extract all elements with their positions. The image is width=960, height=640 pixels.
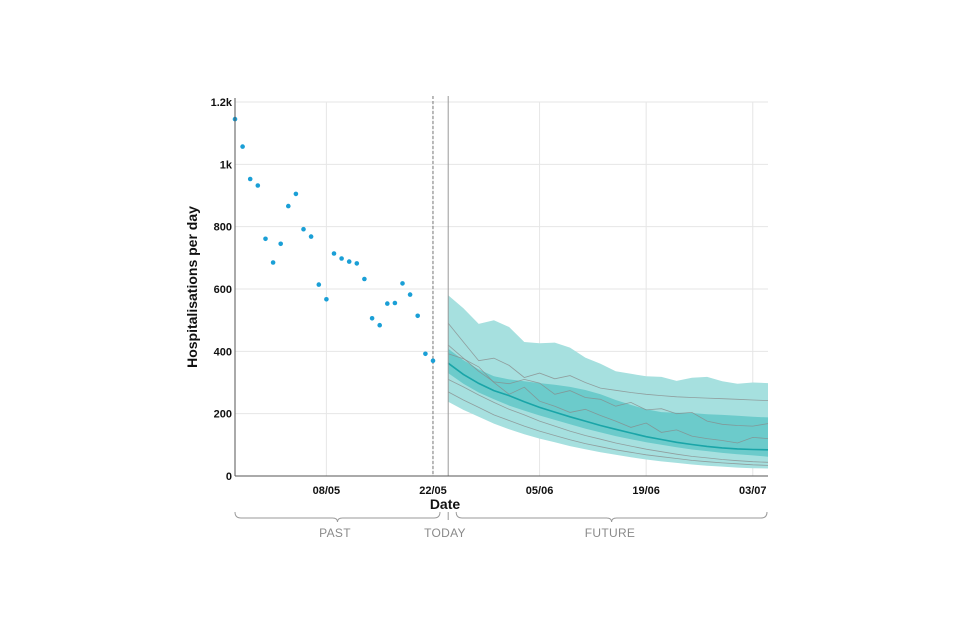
y-tick-label: 0 — [226, 471, 232, 483]
observed-point — [324, 297, 329, 302]
observed-point — [286, 203, 291, 209]
observed-point — [263, 236, 268, 242]
observed-point — [247, 176, 253, 182]
x-tick-label: 08/05 — [313, 485, 341, 497]
observed-point — [369, 316, 375, 321]
observed-point — [407, 292, 413, 297]
today-label: TODAY — [424, 526, 466, 540]
observed-point — [346, 259, 352, 264]
forecast-median-line — [447, 362, 769, 451]
observed-point — [415, 313, 421, 319]
observed-point — [430, 358, 436, 364]
forecast-sample-line — [448, 353, 769, 444]
observed-point — [331, 251, 337, 256]
x-tick-label: 03/07 — [739, 485, 767, 497]
observed-point — [392, 300, 398, 306]
y-tick-label: 1.2k — [211, 97, 233, 109]
observed-point — [362, 276, 367, 282]
observed-point — [278, 241, 284, 247]
observed-point — [301, 226, 306, 232]
y-tick-label: 800 — [214, 222, 232, 234]
future-bracket — [455, 511, 768, 523]
observed-point — [240, 144, 245, 149]
x-tick-label: 19/06 — [632, 485, 660, 497]
observed-point — [385, 301, 390, 306]
x-axis-title: Date — [430, 496, 461, 512]
forecast-sample-line — [448, 379, 769, 463]
past-bracket — [234, 511, 441, 523]
y-tick-label: 600 — [214, 284, 232, 296]
observed-point — [423, 351, 428, 357]
observed-points — [232, 116, 436, 364]
x-tick-label: 05/06 — [526, 485, 554, 497]
observed-point — [354, 261, 360, 266]
forecast-median — [447, 362, 769, 451]
x-tick-label: 22/05 — [419, 485, 447, 497]
period-brackets — [234, 511, 768, 523]
y-tick-label: 400 — [214, 346, 232, 358]
observed-point — [339, 256, 344, 261]
axes: 0 200 400 600 800 1k 1.2k 08/05 22/05 05/06 19/06 0… — [211, 97, 768, 497]
past-label: PAST — [319, 526, 351, 540]
observed-point — [270, 260, 276, 265]
date-markers — [432, 96, 449, 476]
y-tick-label: 1k — [220, 159, 233, 171]
forecast-sample-line — [447, 323, 769, 401]
observed-point — [293, 191, 299, 197]
observed-point — [308, 234, 314, 239]
observed-point — [377, 322, 383, 328]
forecast-sample-lines — [447, 323, 769, 466]
observed-point — [316, 282, 322, 287]
y-tick-label: 200 — [214, 409, 232, 421]
observed-point — [400, 281, 405, 286]
y-axis-title: Hospitalisations per day — [184, 206, 200, 368]
future-label: FUTURE — [585, 526, 635, 540]
forecast-sample-line — [447, 344, 769, 427]
forecast-sample-line — [448, 391, 769, 466]
observed-point — [255, 183, 261, 188]
